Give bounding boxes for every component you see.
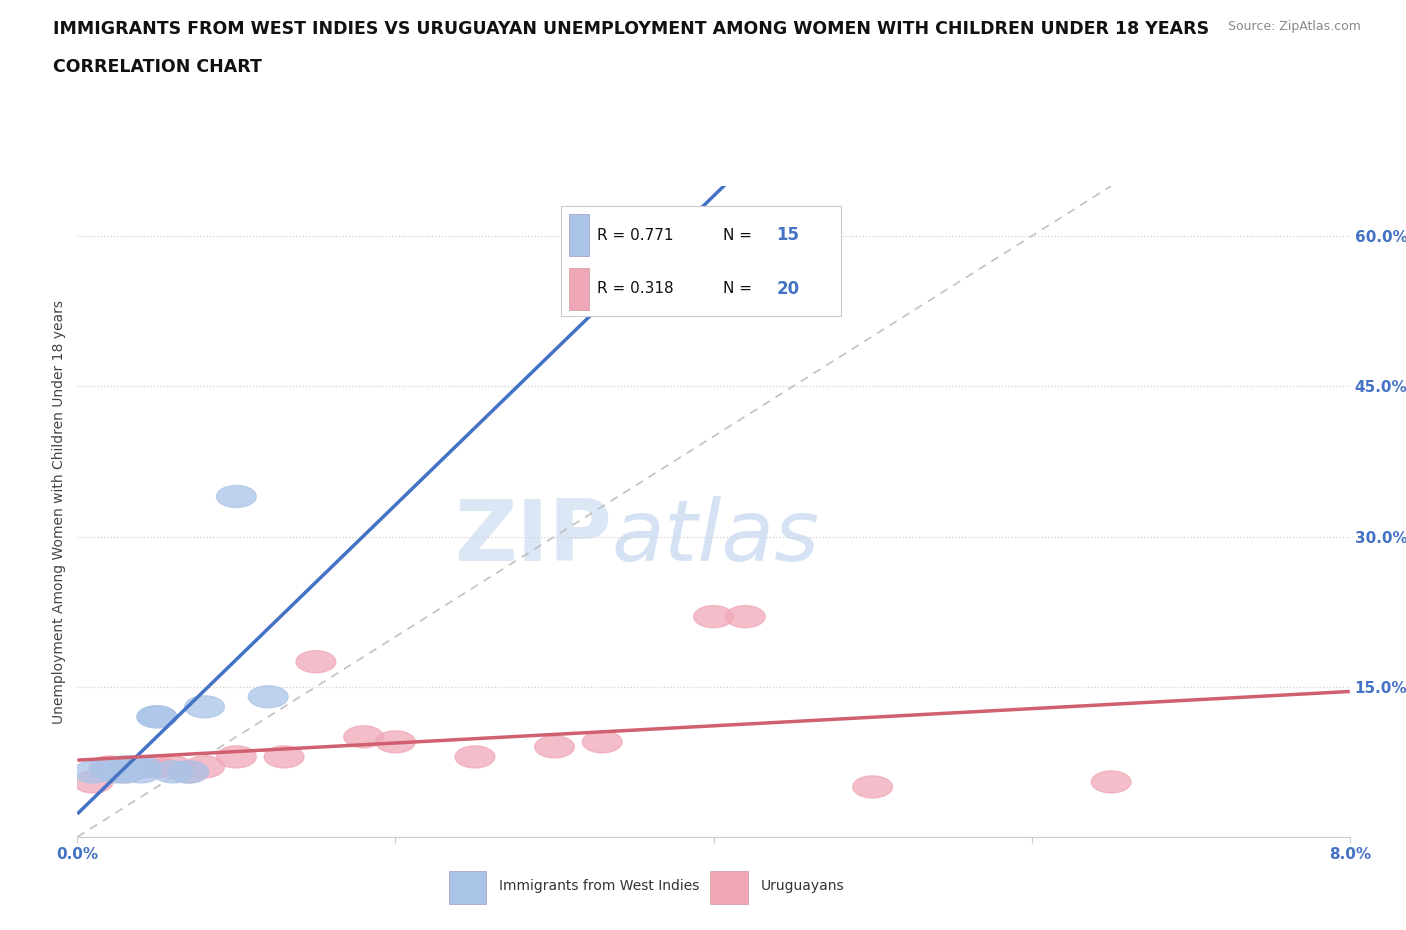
Ellipse shape — [89, 758, 129, 780]
Ellipse shape — [169, 761, 208, 783]
Ellipse shape — [105, 761, 145, 783]
Ellipse shape — [136, 756, 177, 777]
FancyBboxPatch shape — [449, 871, 486, 904]
Ellipse shape — [112, 756, 153, 777]
Text: Immigrants from West Indies: Immigrants from West Indies — [499, 879, 700, 894]
Ellipse shape — [136, 706, 177, 728]
Ellipse shape — [121, 756, 160, 777]
Text: 20: 20 — [776, 280, 800, 298]
Text: R = 0.771: R = 0.771 — [598, 228, 673, 243]
Ellipse shape — [184, 756, 225, 777]
Ellipse shape — [249, 685, 288, 708]
Ellipse shape — [375, 731, 415, 753]
Ellipse shape — [89, 756, 129, 777]
Ellipse shape — [852, 776, 893, 798]
Text: R = 0.318: R = 0.318 — [598, 281, 673, 296]
FancyBboxPatch shape — [569, 215, 589, 257]
Text: Uruguayans: Uruguayans — [761, 879, 845, 894]
Text: IMMIGRANTS FROM WEST INDIES VS URUGUAYAN UNEMPLOYMENT AMONG WOMEN WITH CHILDREN : IMMIGRANTS FROM WEST INDIES VS URUGUAYAN… — [53, 20, 1209, 38]
Ellipse shape — [456, 746, 495, 768]
Ellipse shape — [153, 756, 193, 777]
FancyBboxPatch shape — [710, 871, 748, 904]
Text: Source: ZipAtlas.com: Source: ZipAtlas.com — [1227, 20, 1361, 33]
Ellipse shape — [105, 761, 145, 783]
Ellipse shape — [136, 706, 177, 728]
Ellipse shape — [297, 651, 336, 672]
Ellipse shape — [217, 485, 256, 508]
Text: CORRELATION CHART: CORRELATION CHART — [53, 58, 263, 75]
Y-axis label: Unemployment Among Women with Children Under 18 years: Unemployment Among Women with Children U… — [52, 299, 66, 724]
Text: atlas: atlas — [612, 496, 820, 579]
Text: ZIP: ZIP — [454, 496, 612, 579]
Ellipse shape — [153, 761, 193, 783]
Ellipse shape — [264, 746, 304, 768]
Text: N =: N = — [723, 228, 756, 243]
Ellipse shape — [217, 746, 256, 768]
Ellipse shape — [343, 725, 384, 748]
Ellipse shape — [693, 605, 734, 628]
Ellipse shape — [97, 761, 136, 783]
Ellipse shape — [121, 756, 160, 777]
Ellipse shape — [105, 756, 145, 777]
Ellipse shape — [534, 736, 575, 758]
Ellipse shape — [121, 761, 160, 783]
Text: N =: N = — [723, 281, 756, 296]
Text: 15: 15 — [776, 226, 800, 245]
Ellipse shape — [725, 605, 765, 628]
Ellipse shape — [73, 761, 112, 783]
Ellipse shape — [73, 771, 112, 793]
Ellipse shape — [184, 696, 225, 718]
FancyBboxPatch shape — [569, 268, 589, 310]
Ellipse shape — [582, 731, 621, 753]
Ellipse shape — [1091, 771, 1130, 793]
Ellipse shape — [169, 761, 208, 783]
